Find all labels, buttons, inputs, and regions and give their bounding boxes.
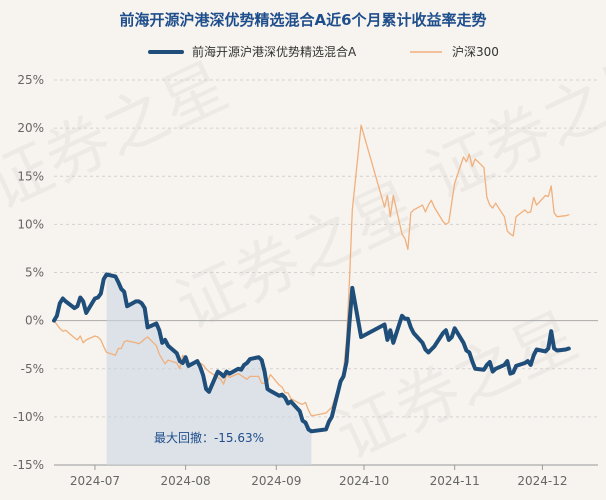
x-tick-label: 2024-10 <box>339 474 389 488</box>
y-tick-label: 20% <box>17 121 44 135</box>
y-tick-label: 5% <box>25 266 44 280</box>
watermark: 证券之星证券之星证券之星证券之星 <box>0 39 606 474</box>
y-tick-label: -5% <box>21 362 44 376</box>
series-layer <box>52 124 571 434</box>
y-tick-label: 25% <box>17 73 44 87</box>
legend: 前海开源沪港深优势精选混合A 沪深300 <box>148 44 499 59</box>
drawdown-fill <box>106 274 312 465</box>
y-tick-label: 10% <box>17 217 44 231</box>
max-drawdown-area <box>106 274 312 465</box>
watermark-text: 证券之星 <box>325 299 588 474</box>
x-tick-label: 2024-12 <box>517 474 567 488</box>
series-line-fund <box>52 272 571 434</box>
x-axis: 2024-07 2024-08 2024-09 2024-10 2024-11 2024-… <box>70 465 568 488</box>
y-tick-label: -15% <box>13 458 44 472</box>
watermark-text: 证券之星 <box>415 39 606 214</box>
legend-label-benchmark: 沪深300 <box>452 45 499 59</box>
x-tick-label: 2024-11 <box>430 474 480 488</box>
legend-label-fund: 前海开源沪港深优势精选混合A <box>192 44 357 59</box>
max-drawdown-label: 最大回撤：-15.63% <box>154 430 264 445</box>
y-tick-label: 15% <box>17 169 44 183</box>
x-tick-label: 2024-07 <box>70 474 120 488</box>
x-tick-label: 2024-08 <box>161 474 211 488</box>
watermark-text: 证券之星 <box>165 169 428 344</box>
x-tick-label: 2024-09 <box>251 474 301 488</box>
annotation-layer: 最大回撤：-15.63% <box>154 430 264 445</box>
y-tick-label: 0% <box>25 314 44 328</box>
series-line-benchmark <box>53 124 570 417</box>
chart-title: 前海开源沪港深优势精选混合A近6个月累计收益率走势 <box>119 11 486 29</box>
y-tick-label: -10% <box>13 410 44 424</box>
y-axis: -15% -10% -5% 0% 5% 10% 15% 20% 25% <box>13 73 44 472</box>
